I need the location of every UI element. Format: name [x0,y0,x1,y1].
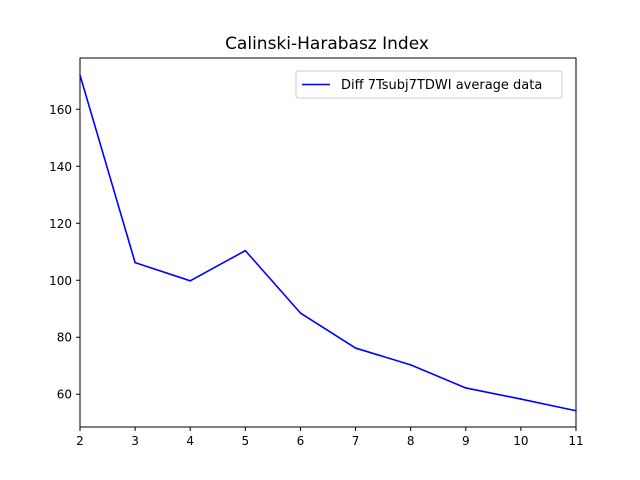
axes: 2 3 4 5 6 7 8 9 10 11 60 80 100 120 140 160 [49,57,584,448]
y-tick-label: 120 [49,217,72,231]
x-tick-label: 3 [131,434,139,448]
series-lines [79,74,577,412]
y-tick-label: 80 [57,331,72,345]
data-point [409,364,412,366]
legend-box [295,70,563,99]
legend: Diff 7Tsubj7TDWI average data [295,70,563,99]
data-point [134,261,136,264]
chart-title: Calinski-Harabasz Index [225,34,429,54]
data-point [244,249,247,252]
data-point [464,387,467,389]
x-tick-label: 9 [462,434,470,448]
plot-frame [79,57,577,428]
data-point [79,74,81,76]
x-tick-label: 6 [297,434,305,448]
data-point [189,280,192,282]
legend-label: Diff 7Tsubj7TDWI average data [341,78,542,93]
x-tick-label: 10 [513,434,528,448]
x-tick-label: 2 [76,434,84,448]
data-point [575,409,577,412]
x-tick-label: 11 [568,434,583,448]
y-tick-label: 100 [49,274,72,288]
data-point [520,398,522,400]
x-tick-label: 8 [407,434,415,448]
y-tick-label: 60 [57,388,72,402]
x-tick-label: 4 [186,434,194,448]
x-tick-label: 5 [242,434,250,448]
x-tick-label: 7 [352,434,360,448]
data-point [299,312,302,314]
y-tick-label: 160 [49,103,72,117]
y-tick-label: 140 [49,160,72,174]
data-point [354,347,357,349]
series-line-0 [79,74,577,412]
